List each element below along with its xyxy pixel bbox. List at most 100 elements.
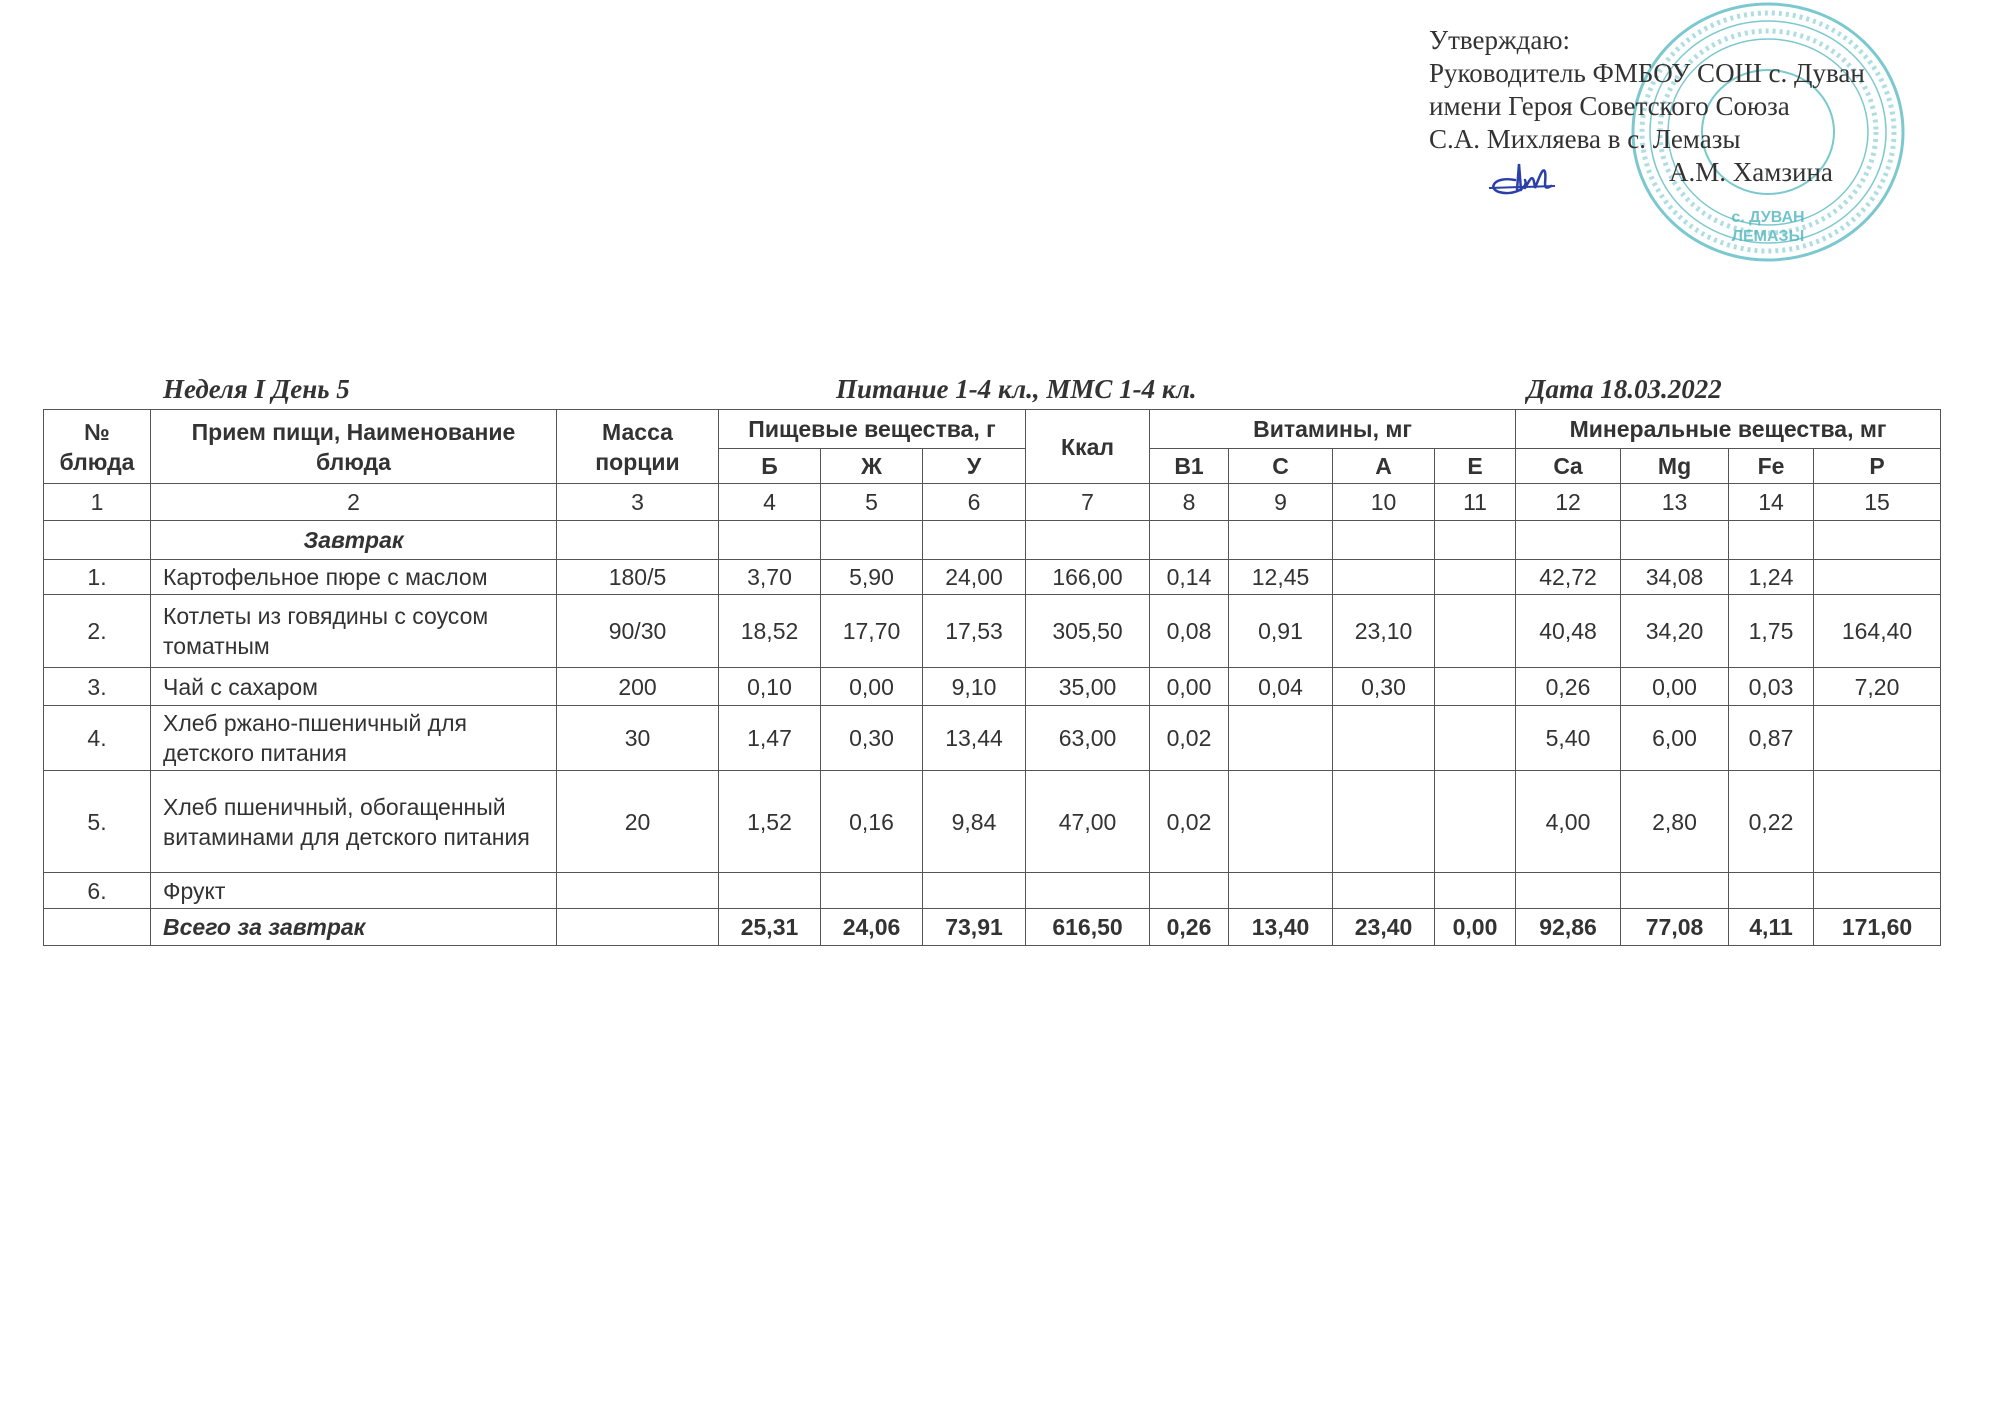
cell-value: 0,91 [1228, 594, 1334, 668]
cell-value [1332, 559, 1436, 595]
col-header-nutrients: Пищевые вещества, г [717, 409, 1027, 449]
col-header-fat: Ж [820, 448, 923, 484]
cell-value [1813, 872, 1942, 909]
cell-value: 17,70 [820, 594, 923, 668]
column-number: 9 [1228, 483, 1334, 521]
cell [43, 520, 151, 560]
dish-number: 2. [43, 594, 151, 668]
cell-value [1620, 872, 1730, 909]
cell-value: 0,30 [820, 705, 923, 771]
dish-number: 1. [43, 559, 151, 595]
dish-name: Картофельное пюре с маслом [150, 559, 557, 595]
cell-value: 0,04 [1228, 667, 1334, 706]
cell-value: 24,00 [921, 559, 1027, 595]
total-value: 0,26 [1149, 908, 1230, 946]
col-header-fe: Fe [1728, 448, 1815, 484]
column-number: 10 [1332, 483, 1436, 521]
handwritten-signature [1488, 163, 1556, 195]
table-row: 6. Фрукт [43, 872, 1942, 909]
total-value: 24,06 [820, 908, 923, 946]
cell-value [556, 872, 719, 909]
total-value: 171,60 [1813, 908, 1942, 946]
total-value: 77,08 [1620, 908, 1730, 946]
cell-value [1515, 872, 1622, 909]
column-number: 7 [1025, 483, 1151, 521]
section-row: Завтрак [43, 520, 1942, 560]
column-number: 14 [1728, 483, 1815, 521]
cell-value: 5,40 [1515, 705, 1622, 771]
cell-value: 0,03 [1728, 667, 1815, 706]
approval-line: имени Героя Советского Союза [1429, 91, 1790, 121]
cell-value [1434, 667, 1517, 706]
column-number: 3 [556, 483, 719, 521]
menu-table: № блюда Прием пищи, Наименование блюда М… [43, 409, 1942, 946]
cell-value: 0,00 [1149, 667, 1230, 706]
week-day: Неделя I День 5 [163, 374, 350, 404]
cell-value: 0,16 [820, 770, 923, 873]
dish-name: Хлеб пшеничный, обогащенный витаминами д… [150, 770, 557, 873]
column-number: 4 [718, 483, 821, 521]
total-row: Всего за завтрак 25,31 24,06 73,91 616,50 0,2… [43, 908, 1942, 946]
col-header-minerals: Минеральные вещества, мг [1515, 409, 1942, 449]
total-value: 23,40 [1332, 908, 1436, 946]
cell-value [1228, 705, 1334, 771]
cell-value [1228, 770, 1334, 873]
cell-value: 305,50 [1025, 594, 1151, 668]
cell-value: 0,08 [1149, 594, 1230, 668]
col-header-carbs: У [921, 448, 1027, 484]
dish-number: 4. [43, 705, 151, 771]
cell-value: 4,00 [1515, 770, 1622, 873]
cell-value: 90/30 [556, 594, 719, 668]
column-number: 6 [921, 483, 1027, 521]
stamp-text: с. ДУВАН [1731, 209, 1804, 226]
cell-value [1332, 705, 1436, 771]
col-header-c: C [1228, 448, 1334, 484]
total-value [556, 908, 719, 946]
cell-value: 40,48 [1515, 594, 1622, 668]
cell-value: 63,00 [1025, 705, 1151, 771]
cell-value: 1,47 [718, 705, 821, 771]
table-row: 4. Хлеб ржано-пшеничный для детского пита… [43, 705, 1942, 771]
cell-value: 2,80 [1620, 770, 1730, 873]
cell-value [1434, 872, 1517, 909]
total-value [43, 908, 151, 946]
table-row: 5. Хлеб пшеничный, обогащенный витаминами… [43, 770, 1942, 873]
menu-header: Неделя I День 5 Питание 1-4 кл., ММС 1-4… [0, 374, 2000, 410]
approval-block: Утверждаю: Руководитель ФМБОУ СОШ с. Дув… [1429, 24, 1865, 189]
cell-value: 23,10 [1332, 594, 1436, 668]
signatory-name: А.М. Хамзина [1669, 157, 1833, 187]
total-value: 4,11 [1728, 908, 1815, 946]
col-header-p: P [1813, 448, 1942, 484]
dish-name: Котлеты из говядины с соусом томатным [150, 594, 557, 668]
cell-value: 166,00 [1025, 559, 1151, 595]
cell-value [1149, 872, 1230, 909]
cell-value: 30 [556, 705, 719, 771]
col-header-a: A [1332, 448, 1436, 484]
approval-line: Руководитель ФМБОУ СОШ с. Дуван [1429, 58, 1865, 88]
total-label: Всего за завтрак [150, 908, 557, 946]
audience: Питание 1-4 кл., ММС 1-4 кл. [836, 374, 1197, 404]
cell-value: 0,30 [1332, 667, 1436, 706]
table-row: 2. Котлеты из говядины с соусом томатным 9… [43, 594, 1942, 668]
cell-value: 0,87 [1728, 705, 1815, 771]
cell-value: 1,24 [1728, 559, 1815, 595]
column-number: 11 [1434, 483, 1517, 521]
col-header-mg: Mg [1620, 448, 1730, 484]
cell-value: 9,84 [921, 770, 1027, 873]
dish-name: Фрукт [150, 872, 557, 909]
cell-value [1728, 872, 1815, 909]
cell-value: 0,02 [1149, 705, 1230, 771]
total-value: 0,00 [1434, 908, 1517, 946]
col-header-e: E [1434, 448, 1517, 484]
col-header-mass: Масса порции [556, 409, 719, 484]
cell-value: 0,14 [1149, 559, 1230, 595]
cell-value: 164,40 [1813, 594, 1942, 668]
cell-value: 0,00 [820, 667, 923, 706]
cell-value: 0,10 [718, 667, 821, 706]
cell-value [1434, 770, 1517, 873]
col-header-protein: Б [718, 448, 821, 484]
cell-value [718, 872, 821, 909]
col-header-b1: B1 [1149, 448, 1230, 484]
cell-value: 0,00 [1620, 667, 1730, 706]
cell-value [1434, 705, 1517, 771]
